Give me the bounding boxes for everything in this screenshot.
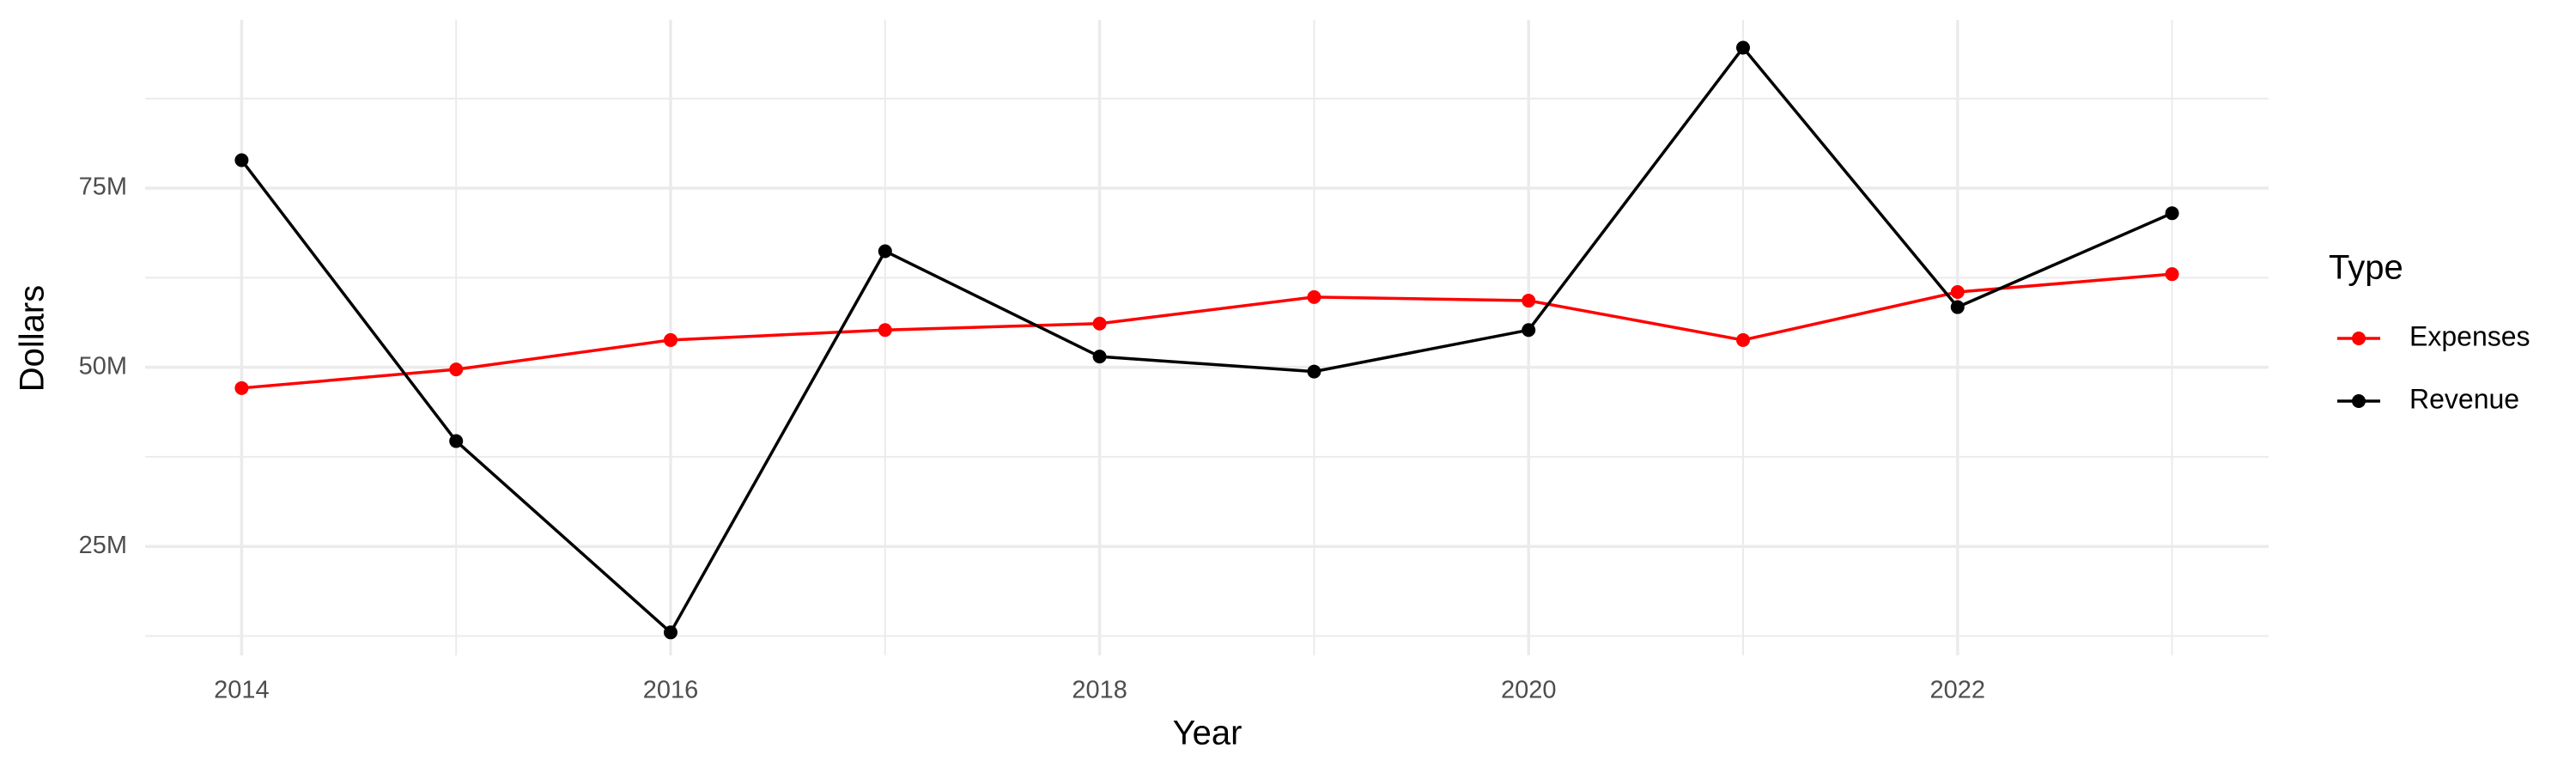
y-tick-label: 25M — [79, 532, 127, 559]
legend-label: Expenses — [2409, 320, 2530, 351]
data-point — [449, 362, 464, 377]
legend-key-point — [2352, 332, 2366, 345]
data-point — [664, 332, 678, 347]
legend-title: Type — [2329, 249, 2403, 287]
data-point — [878, 323, 892, 338]
data-point — [1522, 294, 1536, 308]
data-point — [1092, 316, 1107, 331]
data-point — [878, 244, 892, 259]
x-tick-label: 2020 — [1501, 677, 1557, 704]
x-axis-title: Year — [1173, 715, 1242, 752]
data-point — [1950, 285, 1965, 300]
legend-key-point — [2352, 394, 2366, 408]
data-point — [664, 625, 678, 640]
data-point — [1950, 300, 1965, 314]
series-line — [241, 272, 2172, 390]
data-point — [1522, 323, 1536, 338]
data-point — [234, 380, 249, 395]
data-point — [1092, 350, 1107, 364]
y-axis-title: Dollars — [14, 285, 52, 392]
legend-label: Revenue — [2409, 383, 2519, 414]
data-point — [449, 434, 464, 448]
data-point — [1307, 364, 1321, 379]
data-point — [1735, 332, 1750, 347]
y-tick-label: 50M — [79, 352, 127, 380]
x-tick-label: 2016 — [643, 677, 699, 704]
y-tick-label: 75M — [79, 173, 127, 201]
data-point — [2165, 206, 2179, 221]
x-tick-label: 2022 — [1930, 677, 1986, 704]
x-tick-label: 2014 — [214, 677, 270, 704]
x-tick-label: 2018 — [1072, 677, 1127, 704]
data-point — [234, 153, 249, 167]
data-point — [1307, 289, 1321, 304]
series-line — [240, 45, 2173, 636]
data-point — [1735, 40, 1750, 55]
data-point — [2165, 267, 2179, 282]
